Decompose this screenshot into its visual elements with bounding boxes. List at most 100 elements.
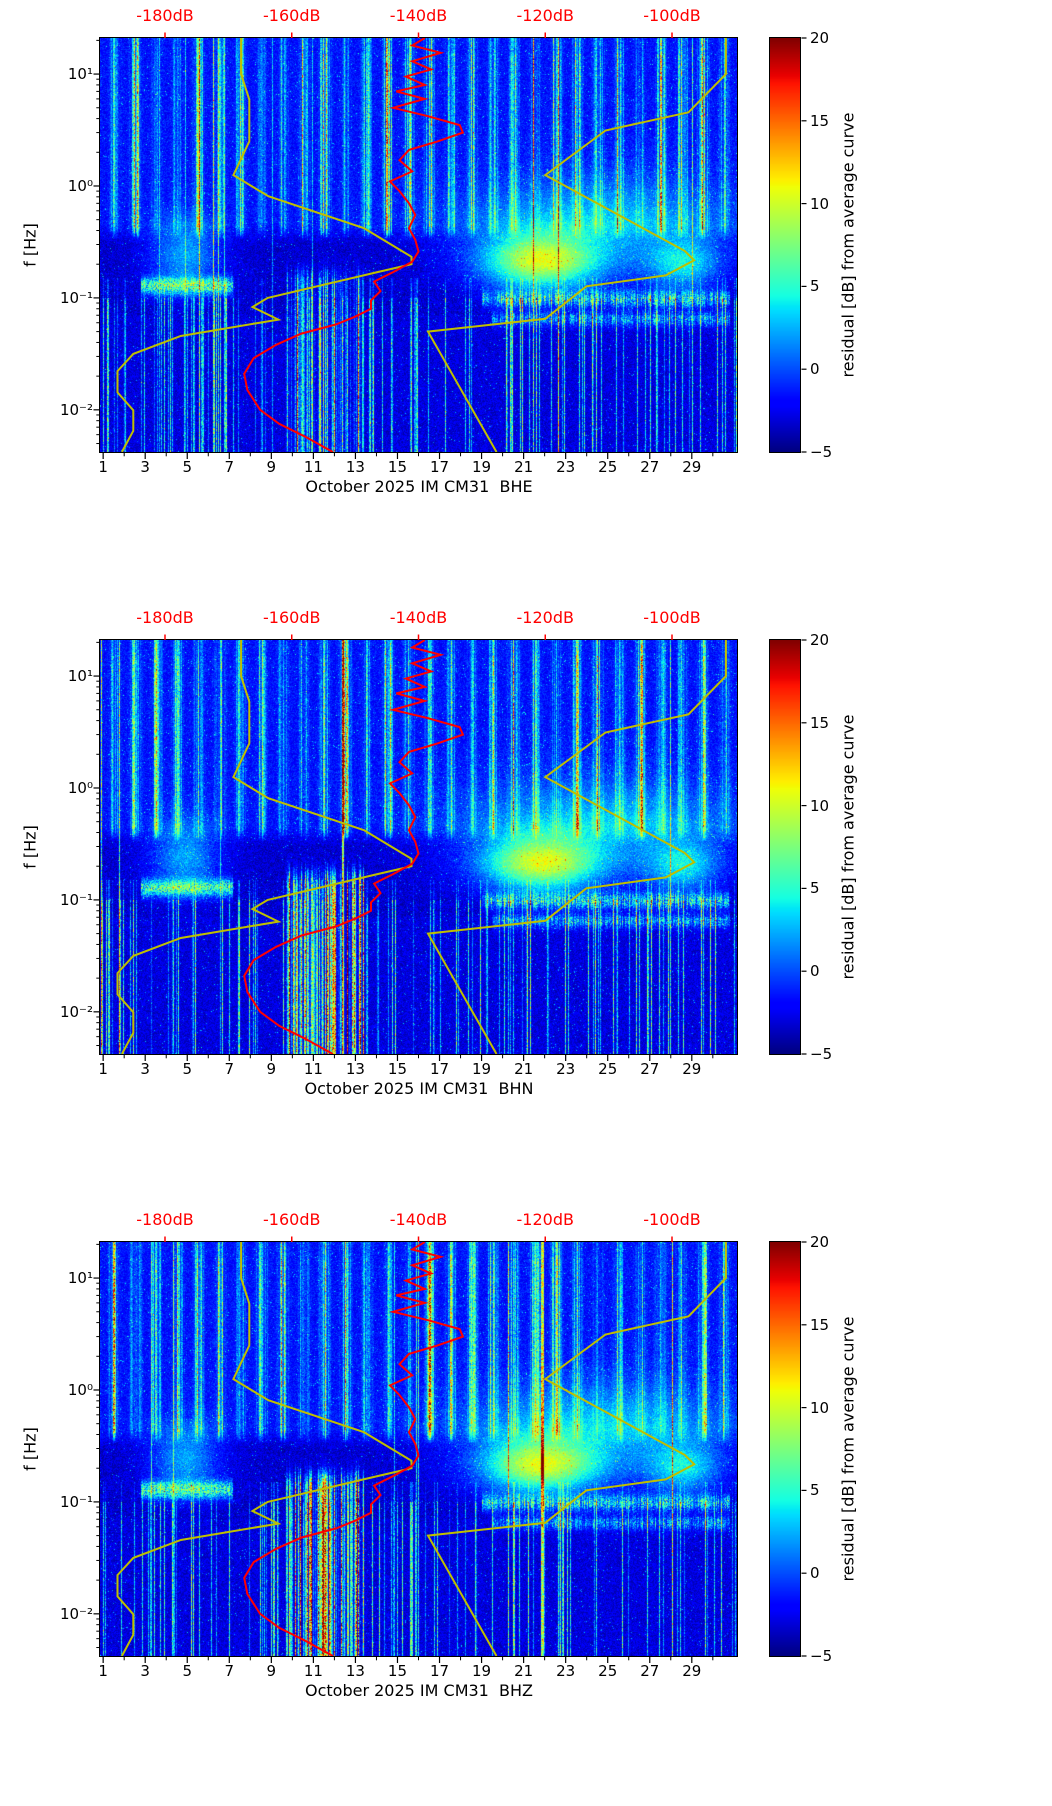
x-tick-label: 11 xyxy=(303,1060,323,1078)
x-axis-title: October 2025 IM CM31 BHZ xyxy=(304,1681,534,1700)
x-tick-label: 9 xyxy=(266,1060,277,1078)
panel-bhn: f [Hz] October 2025 IM CM31 BHN residual… xyxy=(0,602,1052,1204)
colorbar-label: residual [dB] from average curve xyxy=(838,1316,858,1582)
colorbar-tick-label: 20 xyxy=(810,1233,830,1251)
colorbar-tick-label: 0 xyxy=(810,1564,820,1583)
x-tick-label: 25 xyxy=(598,1060,618,1078)
x-tick-label: 25 xyxy=(598,458,618,476)
x-tick-label: 1 xyxy=(98,1060,108,1078)
y-tick-label: 10⁻² xyxy=(59,1002,93,1021)
y-tick-label: 10¹ xyxy=(67,1269,93,1288)
top-axis-db-label: -120dB xyxy=(516,608,574,627)
x-tick-label: 21 xyxy=(514,1060,534,1078)
colorbar-gradient xyxy=(769,1241,801,1657)
x-tick-label: 11 xyxy=(303,458,323,476)
x-tick-label: 23 xyxy=(556,458,576,476)
top-axis-db-label: -160dB xyxy=(263,6,321,25)
y-tick-label: 10¹ xyxy=(67,65,93,84)
x-tick-label: 15 xyxy=(387,1060,408,1078)
x-tick-label: 17 xyxy=(429,1662,450,1680)
x-tick-label: 3 xyxy=(140,1060,150,1078)
colorbar-tick-label: 10 xyxy=(810,1398,830,1417)
top-axis-db-label: -120dB xyxy=(516,6,574,25)
top-axis-db-label: -160dB xyxy=(263,608,321,627)
spectrogram-heatmap-bhz xyxy=(99,1241,738,1657)
x-tick-label: 7 xyxy=(224,1060,235,1078)
colorbar-tick-label: 5 xyxy=(810,277,820,296)
x-tick-label: 19 xyxy=(472,1060,492,1078)
colorbar-tick-label: 0 xyxy=(810,962,820,981)
y-tick-label: 10¹ xyxy=(67,667,93,686)
x-tick-label: 21 xyxy=(514,1662,534,1680)
x-tick-label: 17 xyxy=(429,1060,450,1078)
x-tick-label: 27 xyxy=(640,458,660,476)
colorbar-tick-label: 10 xyxy=(810,194,830,213)
y-tick-label: 10⁰ xyxy=(67,176,93,195)
y-tick-label: 10⁻² xyxy=(59,1604,93,1623)
colorbar-tick-label: 0 xyxy=(810,360,820,379)
x-tick-label: 5 xyxy=(182,1662,193,1680)
top-axis-db-label: -180dB xyxy=(136,1210,194,1229)
top-axis-db-label: -180dB xyxy=(136,6,194,25)
x-tick-label: 11 xyxy=(303,1662,323,1680)
top-axis-db-label: -140dB xyxy=(389,1210,448,1229)
x-tick-label: 23 xyxy=(556,1662,576,1680)
top-axis-db-label: -140dB xyxy=(389,6,448,25)
x-tick-label: 23 xyxy=(556,1060,576,1078)
colorbar-tick-label: 5 xyxy=(810,1481,820,1500)
panel-bhe: f [Hz] October 2025 IM CM31 BHE residual… xyxy=(0,0,1052,602)
y-axis-label: f [Hz] xyxy=(20,223,40,267)
panel-bhz: f [Hz] October 2025 IM CM31 BHZ residual… xyxy=(0,1204,1052,1806)
x-tick-label: 15 xyxy=(387,1662,408,1680)
x-tick-label: 13 xyxy=(345,1060,365,1078)
y-tick-label: 10⁻² xyxy=(59,400,93,419)
x-tick-label: 7 xyxy=(224,1662,235,1680)
top-axis-db-label: -180dB xyxy=(136,608,194,627)
colorbar-gradient xyxy=(769,639,801,1055)
x-tick-label: 27 xyxy=(640,1060,660,1078)
colorbar-tick-label: −5 xyxy=(810,1045,833,1063)
x-tick-label: 21 xyxy=(514,458,534,476)
x-tick-label: 9 xyxy=(266,458,277,476)
colorbar-tick-label: 20 xyxy=(810,631,830,649)
y-tick-label: 10⁻¹ xyxy=(59,890,93,909)
colorbar-label: residual [dB] from average curve xyxy=(838,714,858,980)
x-tick-label: 3 xyxy=(140,458,150,476)
y-tick-label: 10⁻¹ xyxy=(59,1492,93,1511)
x-tick-label: 7 xyxy=(224,458,235,476)
x-tick-label: 29 xyxy=(682,1662,702,1680)
x-tick-label: 27 xyxy=(640,1662,660,1680)
top-axis-db-label: -140dB xyxy=(389,608,448,627)
y-tick-label: 10⁰ xyxy=(67,778,93,797)
y-axis-label: f [Hz] xyxy=(20,825,40,869)
colorbar-tick-label: −5 xyxy=(810,1647,833,1665)
x-tick-label: 1 xyxy=(98,458,108,476)
x-tick-label: 17 xyxy=(429,458,450,476)
y-tick-label: 10⁻¹ xyxy=(59,288,93,307)
x-tick-label: 25 xyxy=(598,1662,618,1680)
top-axis-db-label: -120dB xyxy=(516,1210,574,1229)
x-tick-label: 13 xyxy=(345,458,365,476)
top-axis-db-label: -160dB xyxy=(263,1210,321,1229)
x-tick-label: 5 xyxy=(182,458,193,476)
spectrogram-heatmap-bhn xyxy=(99,639,738,1055)
x-tick-label: 15 xyxy=(387,458,408,476)
x-tick-label: 29 xyxy=(682,458,702,476)
colorbar-label: residual [dB] from average curve xyxy=(838,112,858,378)
top-axis-db-label: -100dB xyxy=(643,608,701,627)
colorbar-tick-label: 15 xyxy=(810,713,830,732)
colorbar-tick-label: 5 xyxy=(810,879,820,898)
y-tick-label: 10⁰ xyxy=(67,1380,93,1399)
spectrogram-heatmap-bhe xyxy=(99,37,738,453)
top-axis-db-label: -100dB xyxy=(643,6,701,25)
x-tick-label: 19 xyxy=(472,458,492,476)
x-tick-label: 9 xyxy=(266,1662,277,1680)
colorbar-tick-label: 10 xyxy=(810,796,830,815)
x-tick-label: 29 xyxy=(682,1060,702,1078)
x-tick-label: 5 xyxy=(182,1060,193,1078)
x-tick-label: 19 xyxy=(472,1662,492,1680)
x-tick-label: 13 xyxy=(345,1662,365,1680)
x-tick-label: 1 xyxy=(98,1662,108,1680)
x-axis-title: October 2025 IM CM31 BHN xyxy=(304,1079,534,1098)
